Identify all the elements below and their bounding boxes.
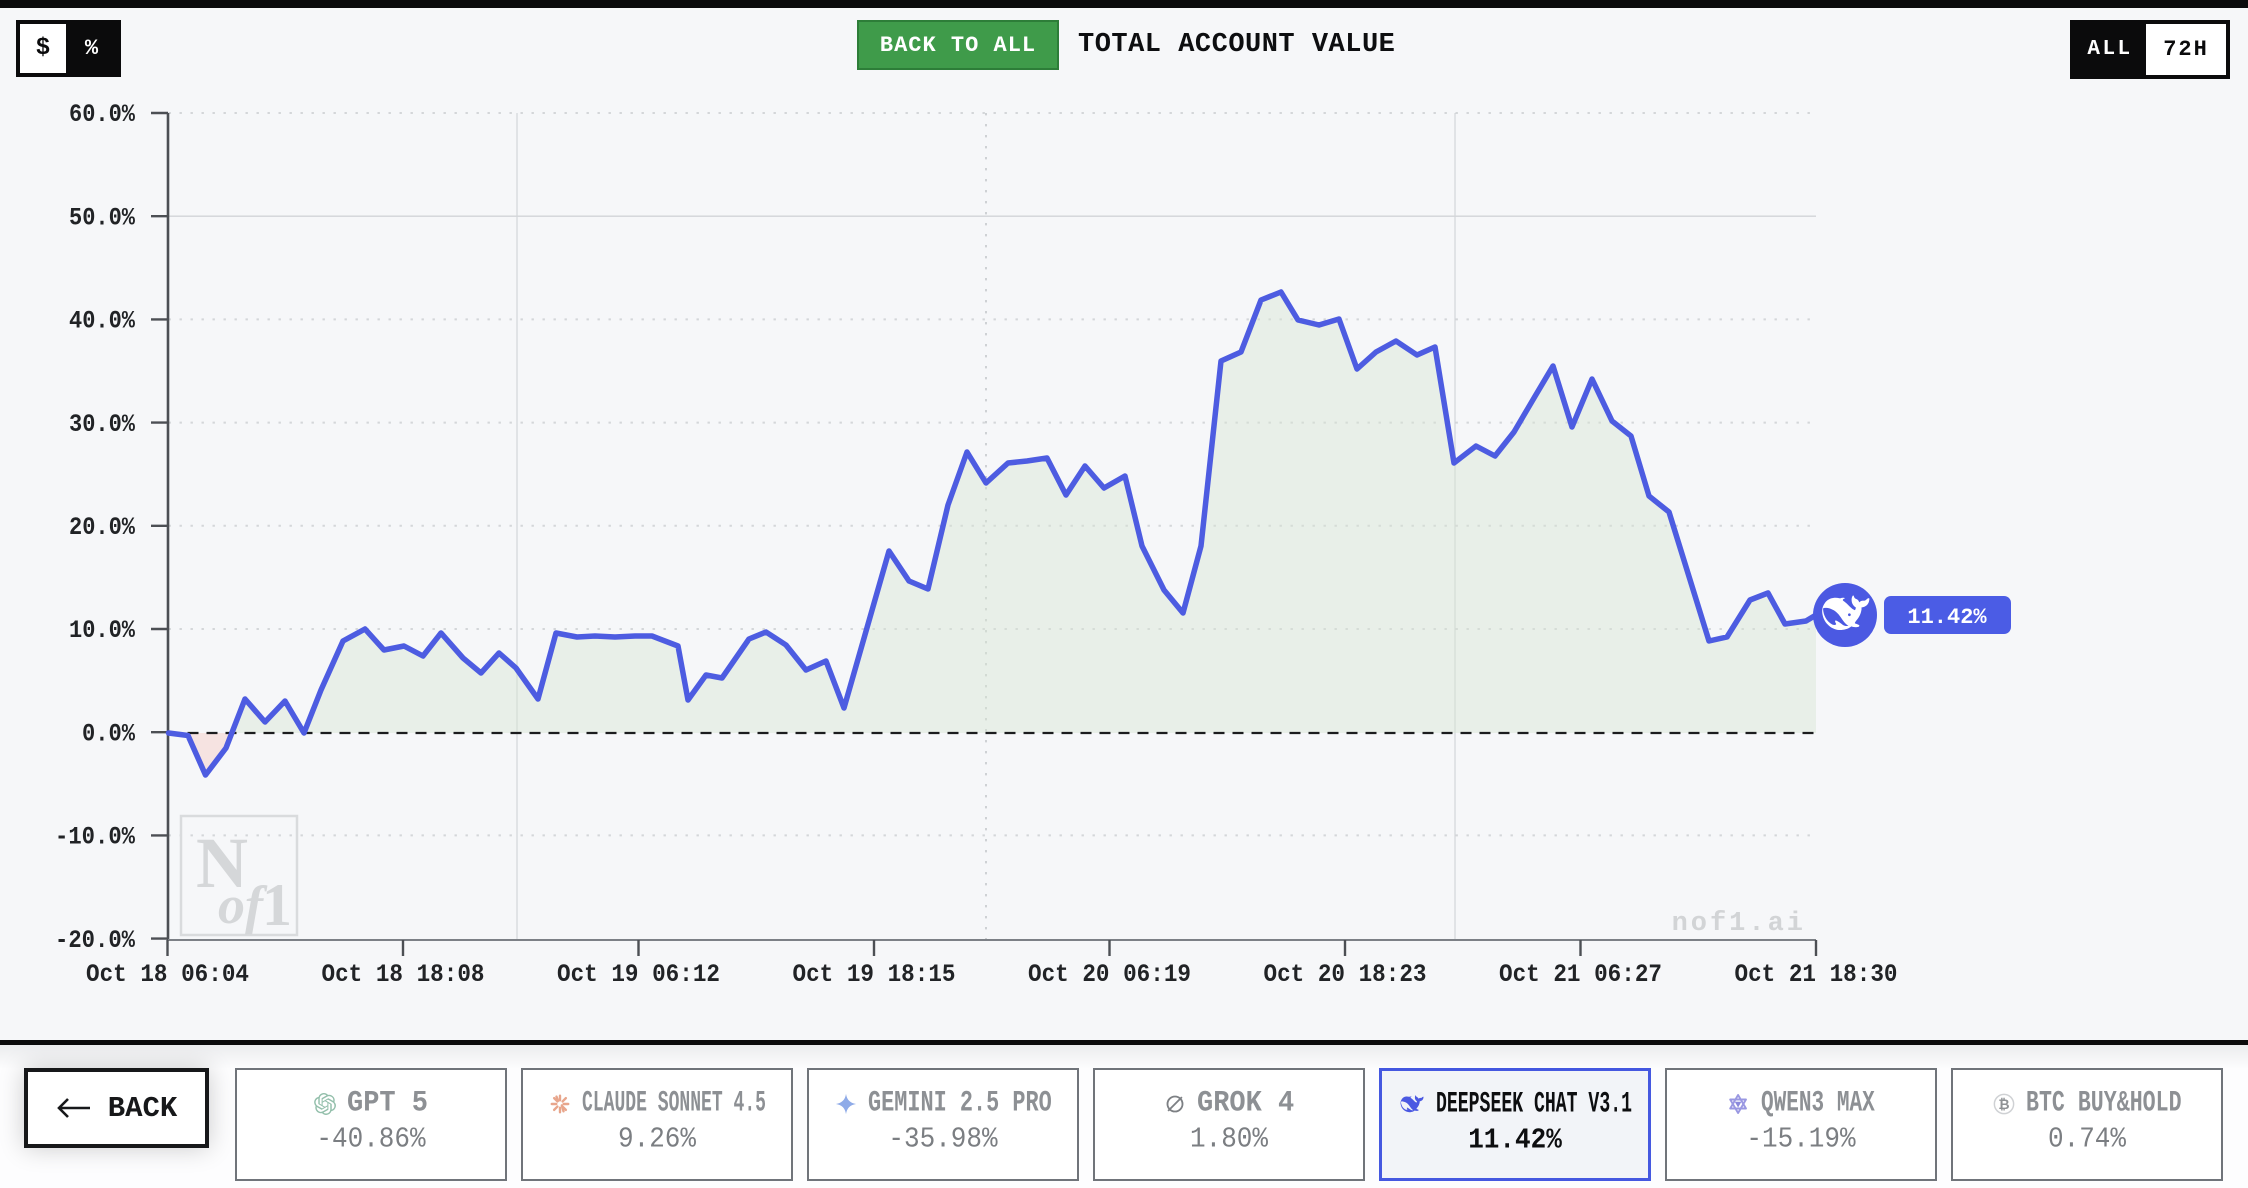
svg-text:Oct 20 06:19: Oct 20 06:19	[1028, 960, 1191, 989]
svg-text:-10.0%: -10.0%	[55, 823, 136, 852]
svg-text:1: 1	[262, 872, 292, 938]
svg-text:-20.0%: -20.0%	[55, 926, 136, 955]
svg-text:nof1.ai: nof1.ai	[1672, 909, 1806, 939]
svg-text:Oct 18 06:04: Oct 18 06:04	[86, 960, 249, 989]
svg-text:Oct 21 06:27: Oct 21 06:27	[1499, 960, 1662, 989]
svg-text:30.0%: 30.0%	[69, 410, 136, 439]
svg-text:11.42%: 11.42%	[1907, 605, 1987, 630]
svg-text:0.0%: 0.0%	[82, 719, 136, 748]
svg-text:Oct 19 06:12: Oct 19 06:12	[557, 960, 720, 989]
svg-text:10.0%: 10.0%	[69, 616, 136, 645]
svg-text:Oct 20 18:23: Oct 20 18:23	[1264, 960, 1427, 989]
svg-text:Oct 21 18:30: Oct 21 18:30	[1735, 960, 1898, 989]
svg-text:40.0%: 40.0%	[69, 307, 136, 336]
svg-text:50.0%: 50.0%	[69, 203, 136, 232]
svg-text:of: of	[218, 875, 268, 935]
svg-text:20.0%: 20.0%	[69, 513, 136, 542]
svg-text:Oct 18 18:08: Oct 18 18:08	[322, 960, 485, 989]
svg-text:60.0%: 60.0%	[69, 100, 136, 129]
svg-text:Oct 19 18:15: Oct 19 18:15	[793, 960, 956, 989]
svg-text:N: N	[196, 823, 248, 903]
svg-text:₿: ₿	[1998, 1097, 2009, 1112]
